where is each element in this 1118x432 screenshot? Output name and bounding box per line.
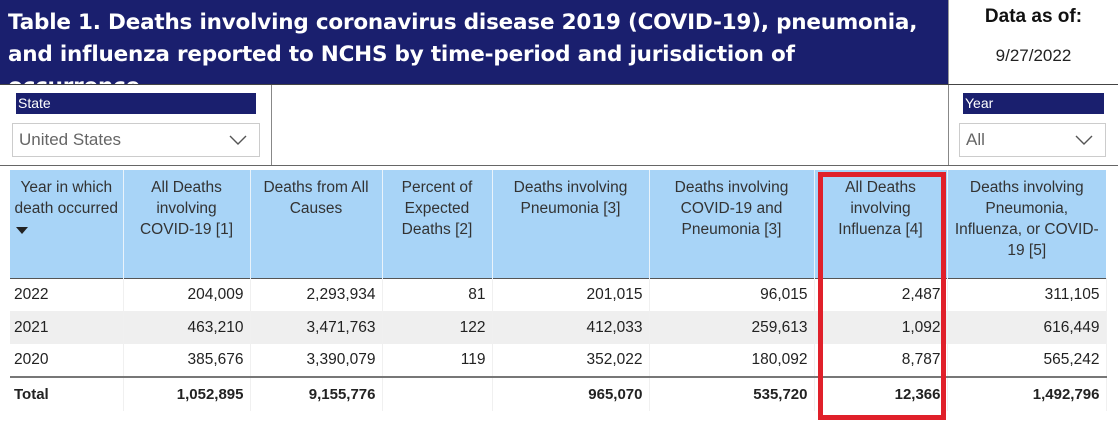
table-cell: 119 xyxy=(382,344,493,377)
table-cell: 1,052,895 xyxy=(123,376,251,411)
state-dropdown[interactable]: United States xyxy=(12,123,260,157)
sort-descending-icon[interactable] xyxy=(16,227,28,234)
column-header-percent-expected[interactable]: Percent of Expected Deaths [2] xyxy=(382,170,493,278)
table-header-row: Year in which death occurred All Deaths … xyxy=(10,170,1106,278)
page-title: Table 1. Deaths involving coronavirus di… xyxy=(0,0,948,99)
table-cell: 535,720 xyxy=(649,376,815,411)
table-row: 2020 385,676 3,390,079 119 352,022 180,0… xyxy=(10,344,1107,377)
table-cell: 259,613 xyxy=(649,311,815,344)
table-cell: 96,015 xyxy=(649,278,815,311)
state-slicer: State United States xyxy=(0,85,272,165)
column-header-covid-and-pneumonia[interactable]: Deaths involving COVID-19 and Pneumonia … xyxy=(649,170,815,278)
year-slicer: Year All xyxy=(948,85,1118,165)
table-cell: 81 xyxy=(382,278,493,311)
table-cell: 2022 xyxy=(10,278,124,311)
year-dropdown-value: All xyxy=(966,130,985,149)
table-cell: 1,492,796 xyxy=(947,376,1107,411)
table-cell: 352,022 xyxy=(492,344,650,377)
filter-row: State United States Year All xyxy=(0,84,1118,166)
deaths-table-container: Year in which death occurred All Deaths … xyxy=(10,170,1107,411)
column-header-influenza[interactable]: All Deaths involving Influenza [4] xyxy=(814,170,948,278)
year-slicer-label: Year xyxy=(963,93,1104,114)
table-cell: 3,390,079 xyxy=(250,344,383,377)
table-cell: 412,033 xyxy=(492,311,650,344)
table-row: 2022 204,009 2,293,934 81 201,015 96,015… xyxy=(10,278,1107,311)
table-total-row: Total 1,052,895 9,155,776 965,070 535,72… xyxy=(10,376,1107,411)
state-dropdown-value: United States xyxy=(19,130,122,149)
column-header-label: Year in which death occurred xyxy=(14,179,118,217)
table-cell: 565,242 xyxy=(947,344,1107,377)
state-slicer-label: State xyxy=(16,93,256,114)
table-cell: 1,092 xyxy=(814,311,948,344)
table-cell: 965,070 xyxy=(492,376,650,411)
table-cell: 8,787 xyxy=(814,344,948,377)
column-header-all-causes[interactable]: Deaths from All Causes xyxy=(250,170,383,278)
column-header-pneumonia[interactable]: Deaths involving Pneumonia [3] xyxy=(492,170,650,278)
table-cell: 9,155,776 xyxy=(250,376,383,411)
table-cell: 2,293,934 xyxy=(250,278,383,311)
table-cell: 122 xyxy=(382,311,493,344)
table-cell: 616,449 xyxy=(947,311,1107,344)
table-cell: 201,015 xyxy=(492,278,650,311)
table-cell: 385,676 xyxy=(123,344,251,377)
table-cell: 311,105 xyxy=(947,278,1107,311)
chevron-down-icon xyxy=(1075,135,1093,145)
data-as-of-card: Data as of: 9/27/2022 xyxy=(948,0,1118,84)
table-cell: 2020 xyxy=(10,344,124,377)
table-cell: 204,009 xyxy=(123,278,251,311)
data-as-of-value: 9/27/2022 xyxy=(995,46,1072,65)
column-header-year[interactable]: Year in which death occurred xyxy=(10,170,124,278)
table-cell: 2,487 xyxy=(814,278,948,311)
table-row: 2021 463,210 3,471,763 122 412,033 259,6… xyxy=(10,311,1107,344)
data-as-of-label: Data as of: xyxy=(984,6,1083,27)
table-cell: 463,210 xyxy=(123,311,251,344)
table-cell: 180,092 xyxy=(649,344,815,377)
table-cell: 3,471,763 xyxy=(250,311,383,344)
table-cell: 12,366 xyxy=(814,376,948,411)
chevron-down-icon xyxy=(229,135,247,145)
year-dropdown[interactable]: All xyxy=(959,123,1106,157)
deaths-table: Year in which death occurred All Deaths … xyxy=(10,170,1107,411)
table-cell xyxy=(382,376,493,411)
table-cell: Total xyxy=(10,376,124,411)
table-cell: 2021 xyxy=(10,311,124,344)
column-header-pic[interactable]: Deaths involving Pneumonia, Influenza, o… xyxy=(947,170,1106,278)
column-header-covid-deaths[interactable]: All Deaths involving COVID-19 [1] xyxy=(123,170,251,278)
